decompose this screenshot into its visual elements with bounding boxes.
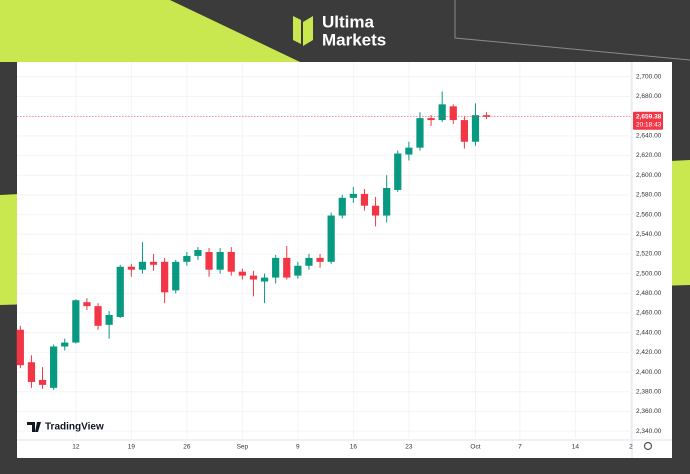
candle-body bbox=[127, 266, 135, 270]
x-tick-label: 7 bbox=[518, 444, 522, 451]
x-tick-label: 26 bbox=[183, 444, 191, 451]
candle-body bbox=[61, 342, 69, 347]
x-tick-label: 12 bbox=[72, 444, 80, 451]
y-tick-label: 2,400.00 bbox=[636, 369, 662, 376]
y-tick-label: 2,600.00 bbox=[636, 172, 662, 179]
logo: Ultima Markets bbox=[293, 12, 386, 49]
logo-mark bbox=[293, 16, 301, 44]
candle-body bbox=[405, 147, 413, 155]
deco-line bbox=[454, 0, 690, 61]
candle-body bbox=[249, 275, 258, 280]
y-tick-label: 2,640.00 bbox=[636, 133, 662, 140]
y-tick-label: 2,520.00 bbox=[636, 251, 662, 258]
y-tick-label: 2,360.00 bbox=[636, 408, 662, 415]
tv-icon bbox=[27, 422, 41, 432]
candle-body bbox=[116, 266, 124, 317]
candle-body bbox=[16, 329, 24, 366]
candle-body bbox=[38, 379, 47, 385]
candle-body bbox=[194, 250, 202, 256]
candle-body bbox=[305, 257, 313, 266]
y-tick-label: 2,380.00 bbox=[636, 388, 662, 395]
logo-mark bbox=[303, 16, 313, 46]
brand-line2: Markets bbox=[322, 30, 386, 49]
current-price-box bbox=[633, 111, 663, 130]
candle-body bbox=[72, 300, 80, 343]
candle-body bbox=[149, 261, 158, 265]
watermark: TradingView bbox=[45, 422, 104, 433]
x-tick-label: Sep bbox=[237, 444, 249, 451]
x-tick-label: 23 bbox=[405, 444, 413, 451]
x-tick-label: Oct bbox=[470, 444, 480, 451]
candle-body bbox=[449, 106, 457, 121]
y-tick-label: 2,440.00 bbox=[636, 329, 662, 336]
y-tick-label: 2,560.00 bbox=[636, 211, 662, 218]
candle-body bbox=[50, 346, 58, 388]
settings-icon[interactable] bbox=[643, 441, 653, 451]
candle-body bbox=[205, 251, 213, 270]
candle-body bbox=[227, 251, 235, 272]
plot: 2,340.00 2,360.00 2,380.00 2,400.00 2,420.00… bbox=[16, 62, 663, 451]
y-tick-label: 2,480.00 bbox=[636, 290, 662, 297]
y-tick-label: 2,340.00 bbox=[636, 428, 662, 435]
chart-panel bbox=[17, 62, 672, 458]
candle-body bbox=[294, 265, 302, 276]
y-tick-label: 2,500.00 bbox=[636, 270, 662, 277]
candle-body bbox=[427, 118, 435, 121]
candle-body bbox=[471, 115, 480, 142]
candle-body bbox=[283, 257, 291, 278]
candle-body bbox=[416, 118, 424, 148]
candle-body bbox=[349, 193, 357, 198]
candle-body bbox=[338, 197, 346, 216]
candle-body bbox=[83, 302, 91, 307]
x-tick-label: 14 bbox=[572, 444, 580, 451]
x-tick-label: 2 bbox=[629, 444, 633, 451]
candle-body bbox=[183, 255, 191, 262]
current-price-label: 2,659.38 bbox=[636, 113, 662, 120]
x-tick-label: 9 bbox=[296, 444, 300, 451]
candle-body bbox=[383, 188, 391, 216]
y-tick-label: 2,620.00 bbox=[636, 152, 662, 159]
y-tick-label: 2,580.00 bbox=[636, 192, 662, 199]
candle-body bbox=[161, 261, 169, 293]
y-tick-label: 2,420.00 bbox=[636, 349, 662, 356]
candle-body bbox=[105, 314, 113, 325]
tradingview-logo: TradingView bbox=[27, 422, 104, 433]
candle-body bbox=[438, 104, 446, 121]
candle-body bbox=[260, 277, 269, 282]
candle-body bbox=[316, 257, 324, 262]
y-tick-label: 2,540.00 bbox=[636, 231, 662, 238]
lime-shape bbox=[0, 0, 300, 62]
countdown: 20:18:43 bbox=[636, 121, 662, 128]
candle-body bbox=[238, 271, 246, 276]
candle-body bbox=[482, 115, 491, 117]
candle-body bbox=[172, 261, 180, 291]
candle-body bbox=[138, 261, 147, 270]
candle-body bbox=[394, 153, 402, 190]
candle-body bbox=[272, 257, 280, 278]
x-tick-label: 16 bbox=[350, 444, 358, 451]
candle-body bbox=[327, 215, 335, 262]
candle-body bbox=[460, 120, 468, 142]
candle-body bbox=[27, 362, 36, 382]
y-tick-label: 2,700.00 bbox=[636, 73, 662, 80]
candle-body bbox=[216, 251, 224, 270]
y-tick-label: 2,680.00 bbox=[636, 93, 662, 100]
candle-body bbox=[371, 205, 380, 216]
brand-line1: Ultima bbox=[322, 12, 375, 31]
candle-body bbox=[360, 193, 369, 206]
candle-body bbox=[94, 306, 102, 326]
y-tick-label: 2,460.00 bbox=[636, 310, 662, 317]
x-tick-label: 19 bbox=[128, 444, 136, 451]
